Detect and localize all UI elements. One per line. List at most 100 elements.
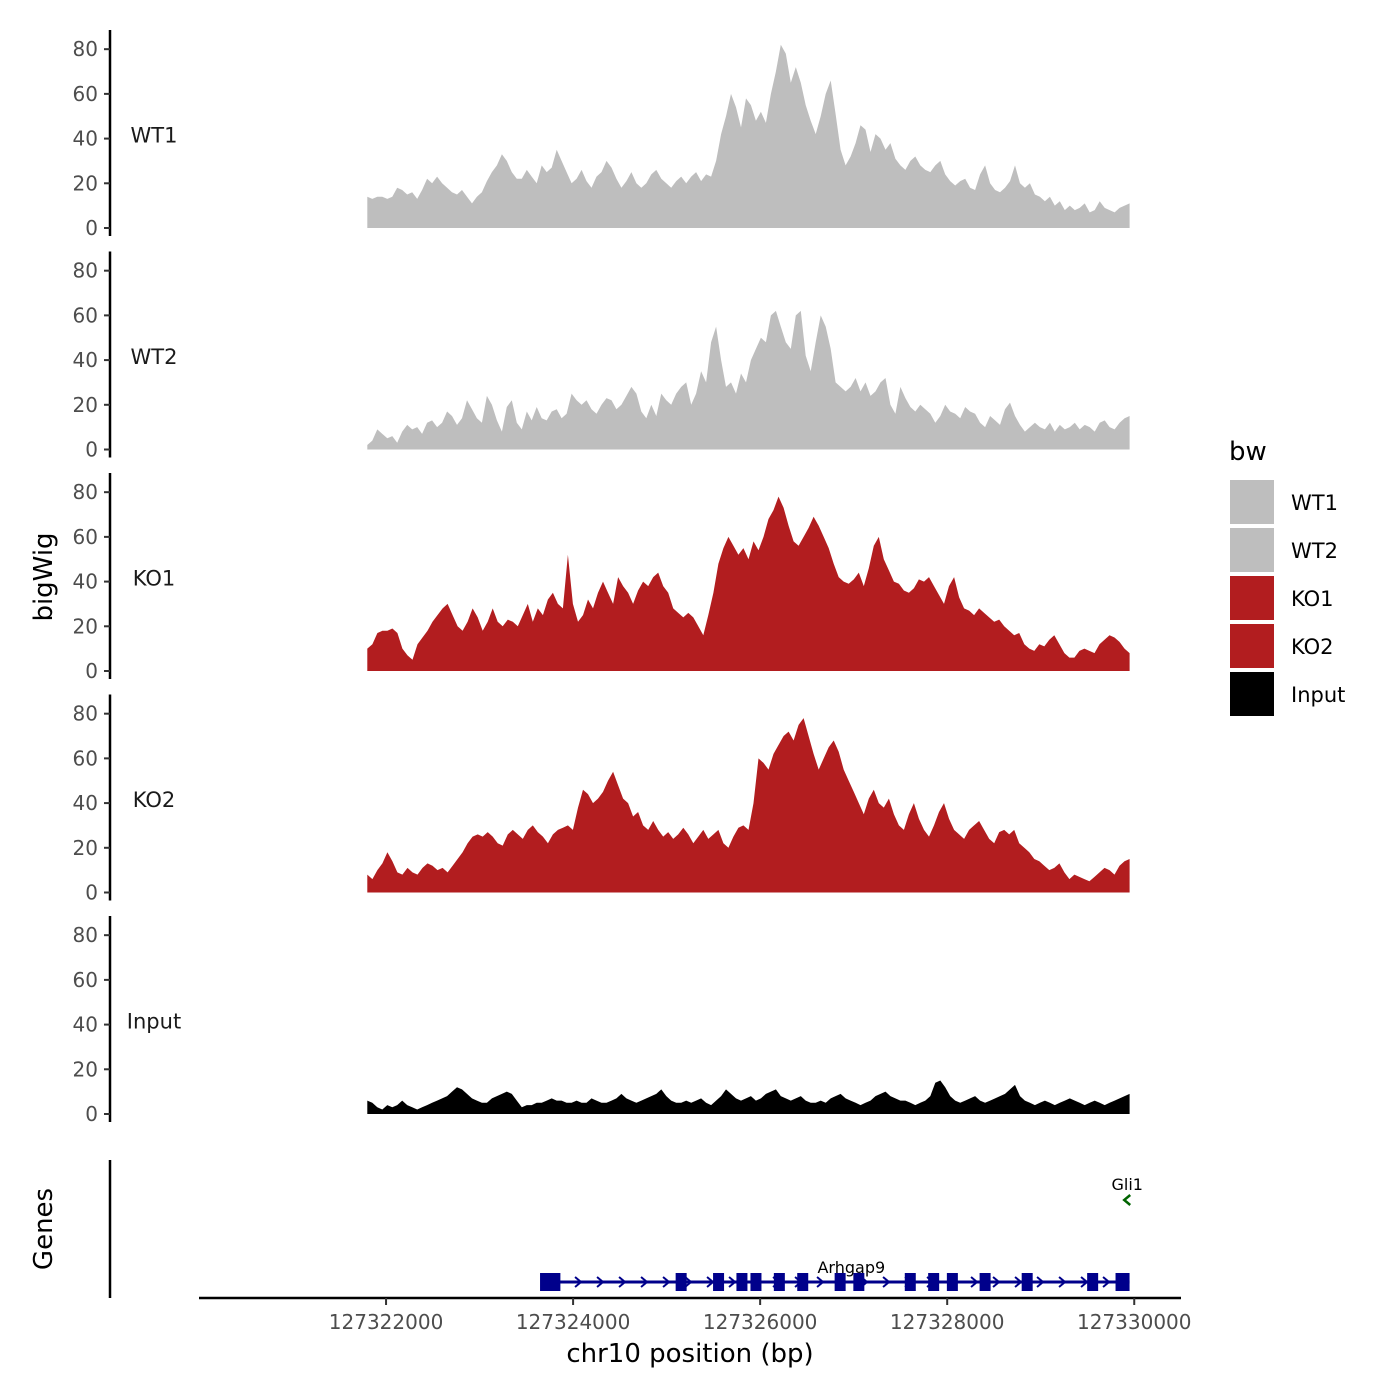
y-tick-label-input-60: 60 <box>73 968 98 992</box>
legend-label-ko2: KO2 <box>1291 635 1334 659</box>
legend-item-ko2: KO2 <box>1230 624 1334 668</box>
track-ko2: 0 20 40 60 80 KO2 <box>73 694 1130 905</box>
strand-arrow <box>970 1276 979 1288</box>
exon-arhgap9-1 <box>540 1273 552 1291</box>
exon-arhgap9-5 <box>736 1273 748 1291</box>
track-label-ko2: KO2 <box>133 788 176 812</box>
y-tick-label-wt1-20: 20 <box>73 171 98 195</box>
x-tick-label-127326000: 127326000 <box>703 1310 818 1334</box>
legend-swatch-wt2 <box>1230 528 1274 572</box>
area-wt2 <box>367 310 1130 450</box>
gene-arhgap9: Arhgap9 <box>540 1258 1130 1291</box>
legend-item-input: Input <box>1230 672 1345 716</box>
track-label-ko1: KO1 <box>133 567 176 591</box>
legend-label-input: Input <box>1291 683 1345 707</box>
track-label-input: Input <box>127 1010 181 1034</box>
legend-swatch-ko2 <box>1230 624 1274 668</box>
strand-arrow <box>1102 1276 1111 1288</box>
strand-arrow <box>596 1276 605 1288</box>
strand-arrow <box>618 1276 627 1288</box>
exon-arhgap9-7 <box>773 1273 785 1291</box>
legend-swatch-ko1 <box>1230 576 1274 620</box>
y-tick-label-ko2-80: 80 <box>73 702 98 726</box>
strand-arrow <box>684 1276 693 1288</box>
legend-item-wt1: WT1 <box>1230 480 1338 524</box>
y-tick-label-ko1-0: 0 <box>85 659 98 683</box>
gene-marker-gli1 <box>1122 1194 1132 1206</box>
area-input <box>367 1080 1130 1114</box>
strand-arrow <box>728 1276 737 1288</box>
y-tick-label-input-0: 0 <box>85 1102 98 1126</box>
exon-arhgap9-4 <box>713 1273 725 1291</box>
area-ko1 <box>367 496 1130 671</box>
y-tick-label-input-80: 80 <box>73 923 98 947</box>
x-axis: 127322000 127324000 127326000 127328000 1273… <box>199 1296 1192 1334</box>
exon-arhgap9-3 <box>675 1273 687 1291</box>
gene-label-gli1: Gli1 <box>1111 1175 1142 1194</box>
legend-label-wt1: WT1 <box>1291 491 1338 515</box>
y-tick-label-wt1-80: 80 <box>73 37 98 61</box>
y-tick-label-ko1-20: 20 <box>73 614 98 638</box>
strand-arrow <box>706 1276 715 1288</box>
strand-arrow <box>882 1276 891 1288</box>
y-tick-label-wt2-80: 80 <box>73 259 98 283</box>
tracks: 0 20 40 60 80 WT1 0 20 40 60 80 WT2 0 20 40 60 80 KO1 0 20 4… <box>73 30 1130 1126</box>
exon-arhgap9-8 <box>797 1273 809 1291</box>
strand-arrow <box>1058 1276 1067 1288</box>
exon-arhgap9-14 <box>979 1273 991 1291</box>
area-ko2 <box>367 718 1130 893</box>
strand-arrow <box>640 1276 649 1288</box>
strand-arrow <box>574 1276 583 1288</box>
exon-arhgap9-6 <box>750 1273 762 1291</box>
strand-arrow <box>1014 1276 1023 1288</box>
track-label-wt2: WT2 <box>131 345 178 369</box>
x-tick-label-127322000: 127322000 <box>329 1310 444 1334</box>
y-tick-label-ko1-40: 40 <box>73 570 98 594</box>
legend-title: bw <box>1229 437 1267 467</box>
track-input: 0 20 40 60 80 Input <box>73 916 1130 1126</box>
exon-arhgap9-12 <box>928 1273 940 1291</box>
exon-arhgap9-9 <box>834 1273 846 1291</box>
y-tick-label-ko2-40: 40 <box>73 791 98 815</box>
y-tick-label-wt1-40: 40 <box>73 127 98 151</box>
strand-arrow <box>816 1276 825 1288</box>
track-wt2: 0 20 40 60 80 WT2 <box>73 251 1130 462</box>
legend-label-wt2: WT2 <box>1291 539 1338 563</box>
y-tick-label-ko2-20: 20 <box>73 836 98 860</box>
strand-arrow <box>1080 1276 1089 1288</box>
legend-swatch-input <box>1230 672 1274 716</box>
y-tick-label-wt2-40: 40 <box>73 348 98 372</box>
gene-gli1: Gli1 <box>1111 1175 1143 1206</box>
y-tick-label-ko1-80: 80 <box>73 480 98 504</box>
y-tick-label-wt1-0: 0 <box>85 216 98 240</box>
exon-arhgap9-15 <box>1021 1273 1033 1291</box>
exon-arhgap9-13 <box>946 1273 958 1291</box>
y-tick-label-input-40: 40 <box>73 1013 98 1037</box>
exon-arhgap9-10 <box>853 1273 865 1291</box>
strand-arrow <box>662 1276 671 1288</box>
strand-arrow <box>1036 1276 1045 1288</box>
area-wt1 <box>367 44 1130 229</box>
x-tick-label-127330000: 127330000 <box>1077 1310 1192 1334</box>
legend-item-wt2: WT2 <box>1230 528 1338 572</box>
track-ko1: 0 20 40 60 80 KO1 <box>73 473 1130 683</box>
exon-arhgap9-16 <box>1087 1273 1099 1291</box>
x-axis-title: chr10 position (bp) <box>566 1339 813 1369</box>
gene-track: Arhgap9 Gli1 <box>108 1160 1143 1298</box>
exon-arhgap9-17 <box>1115 1273 1130 1291</box>
x-tick-label-127324000: 127324000 <box>516 1310 631 1334</box>
gene-label-arhgap9: Arhgap9 <box>817 1258 885 1277</box>
track-label-wt1: WT1 <box>131 124 178 148</box>
exon-arhgap9-2 <box>549 1273 561 1291</box>
y-tick-label-ko1-60: 60 <box>73 525 98 549</box>
y-tick-label-input-20: 20 <box>73 1057 98 1081</box>
legend-item-ko1: KO1 <box>1230 576 1334 620</box>
exon-arhgap9-11 <box>904 1273 916 1291</box>
legend-swatch-wt1 <box>1230 480 1274 524</box>
legend: WT1 WT2 KO1 KO2 Input <box>1230 480 1345 716</box>
y-tick-label-wt2-60: 60 <box>73 303 98 327</box>
legend-label-ko1: KO1 <box>1291 587 1334 611</box>
y-tick-label-ko2-60: 60 <box>73 746 98 770</box>
x-tick-label-127328000: 127328000 <box>890 1310 1005 1334</box>
